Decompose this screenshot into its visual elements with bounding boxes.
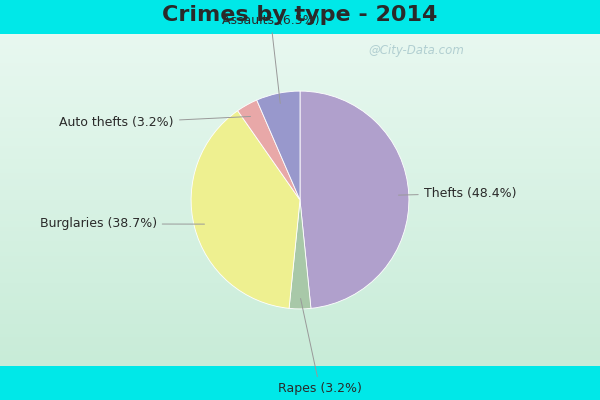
Text: Thefts (48.4%): Thefts (48.4%): [398, 187, 516, 200]
Text: Rapes (3.2%): Rapes (3.2%): [278, 298, 362, 395]
Wedge shape: [238, 100, 300, 200]
Wedge shape: [191, 111, 300, 308]
Text: Crimes by type - 2014: Crimes by type - 2014: [163, 5, 437, 25]
Text: Assaults (6.5%): Assaults (6.5%): [222, 14, 320, 104]
Text: Auto thefts (3.2%): Auto thefts (3.2%): [59, 116, 251, 130]
Wedge shape: [289, 200, 311, 309]
Wedge shape: [257, 91, 300, 200]
Text: Burglaries (38.7%): Burglaries (38.7%): [40, 218, 205, 230]
Wedge shape: [300, 91, 409, 308]
Text: @City-Data.com: @City-Data.com: [368, 44, 464, 57]
